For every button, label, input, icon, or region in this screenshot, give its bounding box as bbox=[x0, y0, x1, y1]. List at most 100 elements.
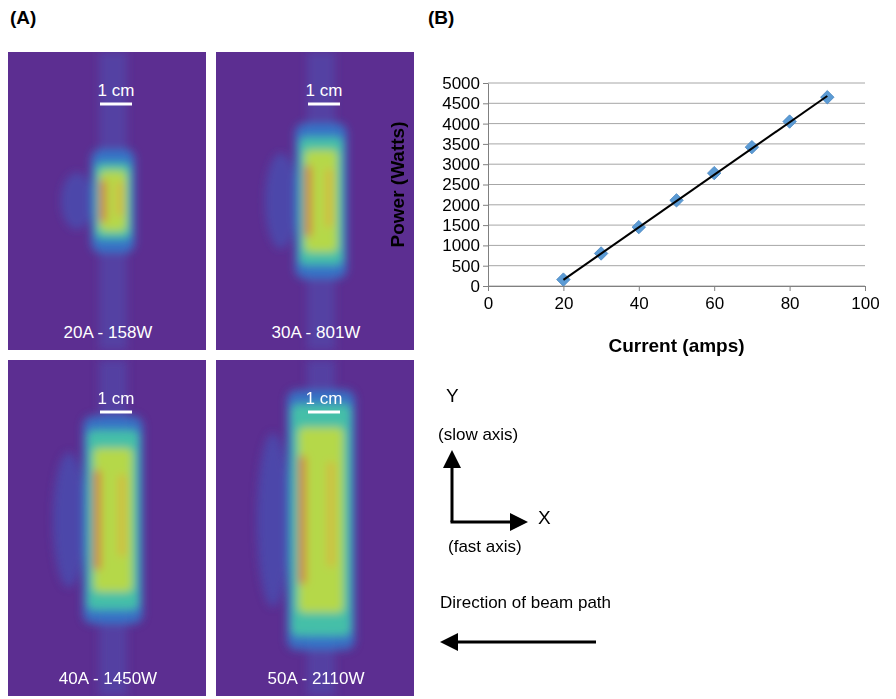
tick-label: 500 bbox=[452, 257, 480, 276]
beam-hot bbox=[100, 180, 106, 222]
beam-image: 1 cm 20A - 158W bbox=[8, 52, 206, 350]
tick-label: 1500 bbox=[442, 216, 480, 235]
tick: 1000 bbox=[442, 236, 488, 255]
tick-mark bbox=[483, 185, 488, 186]
arrow-shaft bbox=[456, 641, 596, 644]
axis-title: Power (Watts) bbox=[387, 122, 408, 248]
tick-label: 40 bbox=[630, 294, 649, 313]
tick: 80 bbox=[781, 286, 800, 313]
tick-label: 20 bbox=[554, 294, 573, 313]
tick: 2000 bbox=[442, 196, 488, 215]
grid-line bbox=[488, 83, 865, 84]
beam-mid bbox=[299, 137, 343, 265]
tick: 500 bbox=[452, 257, 488, 276]
image-background bbox=[8, 52, 206, 350]
scale-bar-label: 1 cm bbox=[98, 81, 135, 100]
image-background bbox=[8, 360, 206, 696]
tick: 4000 bbox=[442, 115, 488, 134]
tick: 1500 bbox=[442, 216, 488, 235]
diagram-label: (fast axis) bbox=[448, 537, 522, 556]
diagram-label: X bbox=[538, 507, 551, 528]
image-background bbox=[216, 360, 414, 696]
tick: 20 bbox=[554, 286, 573, 313]
image-background bbox=[216, 52, 414, 350]
image-label: 30A - 801W bbox=[272, 323, 361, 342]
tick: 60 bbox=[705, 286, 724, 313]
tick-mark bbox=[865, 286, 866, 291]
tick-mark bbox=[483, 144, 488, 145]
tick-mark bbox=[488, 286, 489, 291]
tick-mark bbox=[483, 286, 488, 287]
grid-line bbox=[488, 245, 865, 246]
tick: 100 bbox=[851, 286, 879, 313]
diagram-label: (slow axis) bbox=[438, 425, 518, 444]
grid-line bbox=[488, 103, 865, 104]
beam-hot bbox=[94, 471, 100, 570]
grid-line bbox=[488, 123, 865, 124]
figure: (A)(B)1 cm20A - 158W1 cm30A - 801W1 cm40… bbox=[0, 0, 896, 699]
beam-mid bbox=[95, 163, 131, 239]
axis: 0 20 40 60 80 100 bbox=[484, 286, 880, 313]
axis-title: Current (amps) bbox=[608, 335, 744, 356]
grid-line bbox=[488, 286, 865, 287]
grid bbox=[488, 83, 865, 286]
chart: 0500 100015002000 2500300035004000 45005000… bbox=[387, 74, 880, 356]
tick-mark bbox=[483, 164, 488, 165]
tick-label: 3500 bbox=[442, 135, 480, 154]
tick-label: 2000 bbox=[442, 196, 480, 215]
scale-bar bbox=[100, 103, 132, 106]
tick-label: 4000 bbox=[442, 115, 480, 134]
beam-hot bbox=[305, 166, 311, 236]
tick-label: 2500 bbox=[442, 175, 480, 194]
beam-mid bbox=[87, 430, 139, 610]
trend-line bbox=[563, 96, 827, 280]
tick: 40 bbox=[630, 286, 649, 313]
tick-mark bbox=[483, 83, 488, 84]
beam-hot bbox=[329, 462, 334, 566]
tick-mark bbox=[790, 286, 791, 291]
axis: 0500100015002000250030003500400045005000 bbox=[442, 74, 488, 296]
scale-bar-label: 1 cm bbox=[98, 389, 135, 408]
beam-mid bbox=[291, 404, 351, 636]
beam-shoulder bbox=[265, 153, 297, 249]
tick-mark bbox=[483, 205, 488, 206]
tick-label: 0 bbox=[484, 294, 493, 313]
beam-core bbox=[94, 448, 133, 592]
grid-line bbox=[488, 225, 865, 226]
axis-line bbox=[488, 84, 489, 287]
arrow-shaft bbox=[451, 466, 454, 522]
tick: 4500 bbox=[442, 94, 488, 113]
diagram-label: Y bbox=[446, 385, 459, 406]
tick-label: 80 bbox=[781, 294, 800, 313]
tick-mark bbox=[483, 266, 488, 267]
scale-bar bbox=[308, 411, 340, 414]
grid-line bbox=[488, 265, 865, 266]
beam-hot bbox=[120, 475, 125, 556]
grid-line bbox=[488, 184, 865, 185]
image-label: 40A - 1450W bbox=[59, 669, 157, 688]
beam-outer bbox=[295, 123, 347, 279]
tick-mark bbox=[483, 245, 488, 246]
tick-label: 5000 bbox=[442, 74, 480, 93]
beam-profile bbox=[61, 52, 135, 350]
arrow-head bbox=[443, 450, 461, 468]
beam-outer bbox=[83, 416, 143, 624]
image-label: 20A - 158W bbox=[64, 323, 153, 342]
arrow-head bbox=[440, 633, 458, 651]
tick: 5000 bbox=[442, 74, 488, 93]
axes-diagram: Y(slow axis)X(fast axis)Direction of bea… bbox=[438, 385, 611, 651]
tick-mark bbox=[483, 103, 488, 104]
tick-label: 4500 bbox=[442, 94, 480, 113]
beam-core bbox=[100, 171, 127, 232]
tick-mark bbox=[639, 286, 640, 291]
tick-label: 3000 bbox=[442, 155, 480, 174]
beam-core bbox=[305, 150, 338, 252]
beam-profile bbox=[257, 360, 355, 696]
arrow-shaft bbox=[451, 521, 513, 524]
scale-bar bbox=[100, 411, 132, 414]
plot-area bbox=[557, 91, 834, 286]
scale-bar-label: 1 cm bbox=[306, 81, 343, 100]
grid-line bbox=[488, 164, 865, 165]
beam-image: 1 cm 30A - 801W bbox=[216, 52, 414, 350]
tick-mark bbox=[563, 286, 564, 291]
